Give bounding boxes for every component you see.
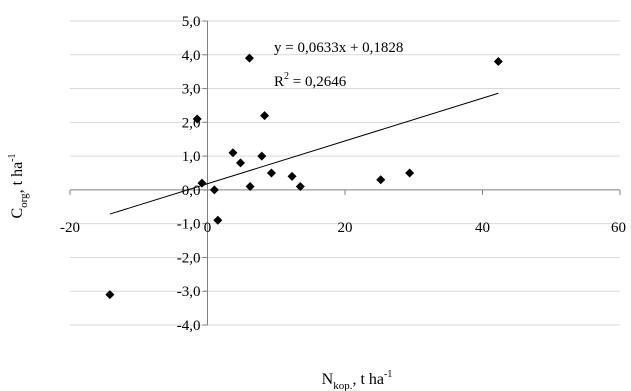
grid-lines bbox=[70, 20, 620, 326]
data-point bbox=[405, 168, 415, 178]
data-point bbox=[209, 185, 219, 195]
y-axis-title: Corg, t ha-1 bbox=[7, 153, 30, 218]
axes bbox=[69, 20, 621, 326]
x-tick-label: 60 bbox=[611, 220, 626, 236]
x-axis-title: Nkop., t ha-1 bbox=[322, 369, 393, 391]
data-point bbox=[236, 158, 245, 168]
y-tick-label: 3,0 bbox=[182, 82, 201, 98]
y-tick-label: 4,0 bbox=[182, 48, 201, 64]
data-point bbox=[245, 182, 255, 192]
data-point bbox=[197, 178, 207, 188]
x-tick-label: -20 bbox=[60, 220, 80, 236]
data-point bbox=[287, 171, 297, 181]
data-points bbox=[105, 53, 503, 300]
data-point bbox=[266, 168, 276, 178]
x-tick-label: 20 bbox=[338, 220, 353, 236]
trendline-group bbox=[109, 92, 499, 215]
trendline bbox=[109, 92, 499, 215]
data-point bbox=[213, 215, 223, 225]
tick-labels: 5,04,03,02,01,00,0-1,0-2,0-3,0-4,0-20 0 20… bbox=[60, 14, 626, 334]
y-tick-label: -2,0 bbox=[177, 250, 201, 266]
r-squared-label: R2 = 0,2646 bbox=[274, 71, 347, 90]
data-point bbox=[257, 151, 267, 161]
data-point bbox=[376, 175, 386, 185]
data-point bbox=[493, 57, 503, 67]
data-point bbox=[244, 53, 254, 63]
data-point bbox=[228, 148, 238, 158]
y-tick-label: -1,0 bbox=[177, 217, 201, 233]
y-tick-label: -4,0 bbox=[177, 318, 201, 334]
trendline-equation: y = 0,0633x + 0,1828 bbox=[274, 40, 403, 56]
data-point bbox=[192, 114, 202, 124]
y-tick-label: -3,0 bbox=[177, 284, 201, 300]
data-point bbox=[295, 182, 305, 192]
data-point bbox=[260, 111, 270, 121]
y-tick-label: 5,0 bbox=[182, 14, 201, 30]
data-point bbox=[105, 290, 115, 300]
x-tick-label: 0 bbox=[204, 220, 212, 236]
x-tick-label: 40 bbox=[475, 220, 490, 236]
y-tick-label: 1,0 bbox=[182, 149, 201, 165]
